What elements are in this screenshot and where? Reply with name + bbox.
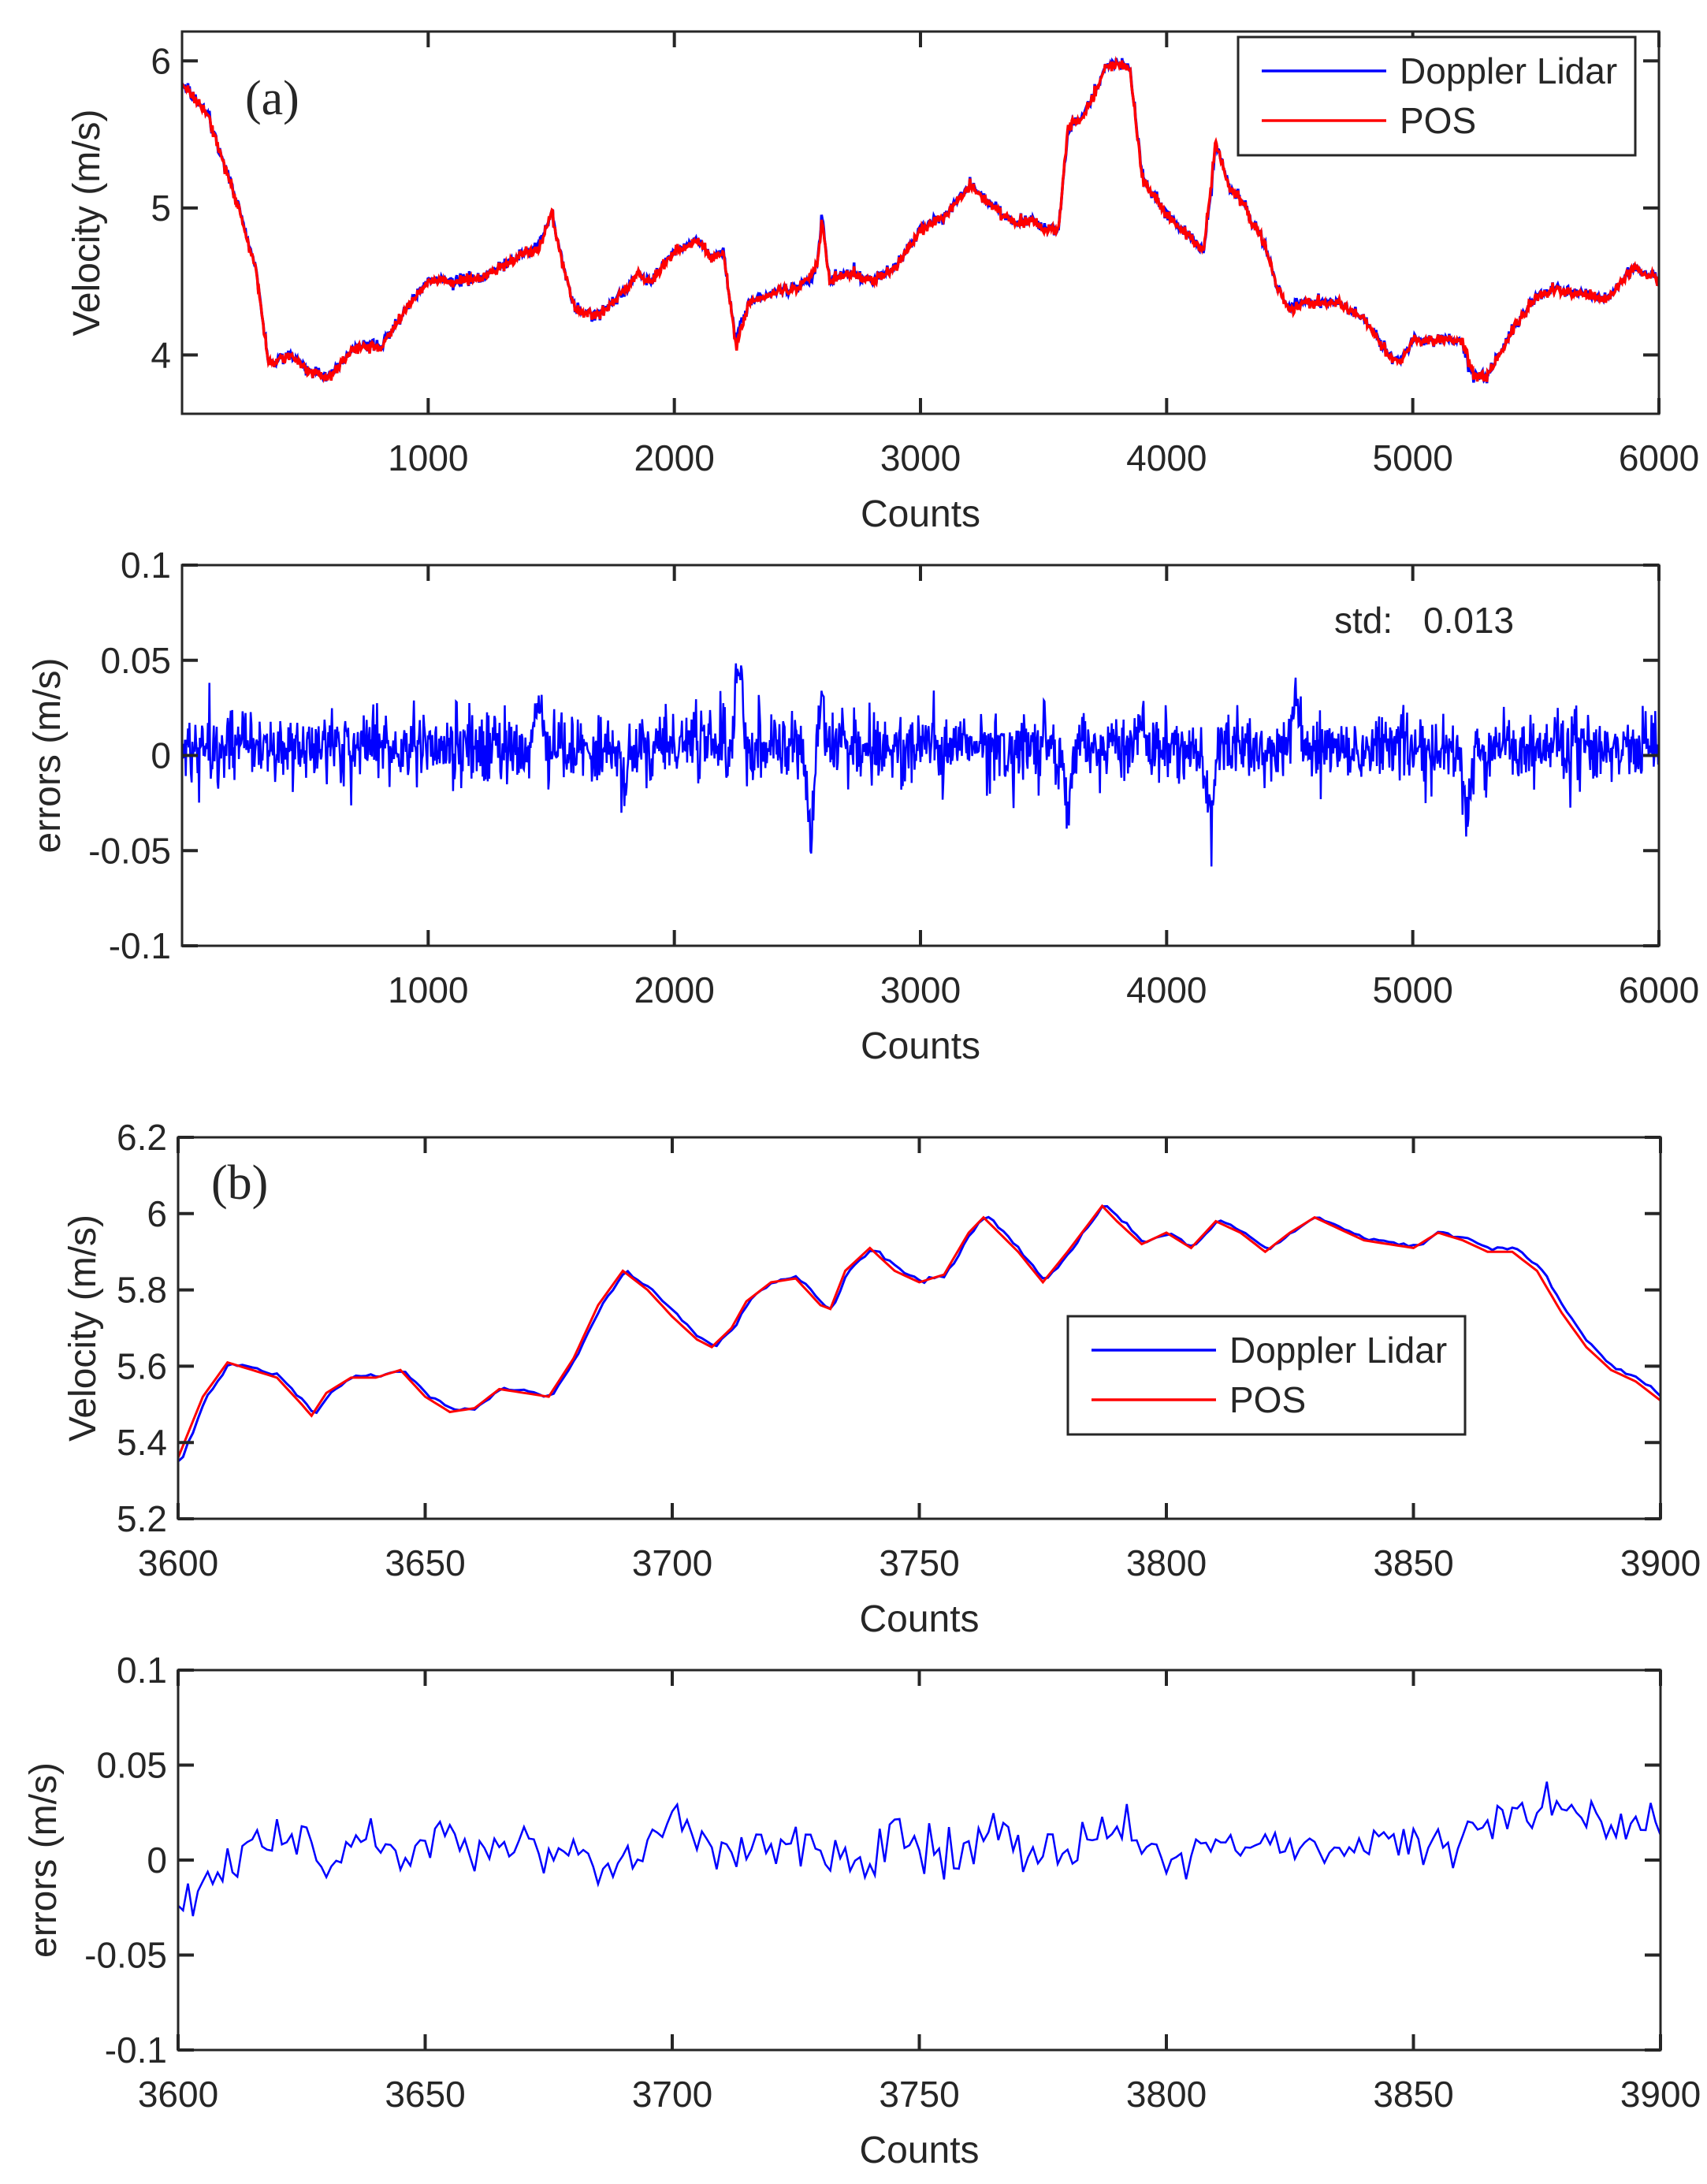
legend-label: Doppler Lidar	[1229, 1330, 1447, 1371]
x-tick-label: 3700	[632, 2074, 712, 2115]
x-tick-label: 4000	[1126, 969, 1207, 1010]
x-tick-label: 3750	[879, 2074, 959, 2115]
x-tick-label: 1000	[388, 969, 468, 1010]
series-line-pos	[182, 55, 1659, 384]
y-tick-label: -0.05	[84, 1935, 167, 1976]
x-tick-label: 3650	[385, 1542, 465, 1583]
x-tick-label: 1000	[388, 437, 468, 478]
x-tick-label: 3850	[1373, 2074, 1453, 2115]
x-tick-label: 3600	[138, 2074, 218, 2115]
y-tick-label: 6	[151, 40, 171, 81]
chart-a-velocity: 1000 2000 3000 4000 5000 6000 4 5 6 Counts Velocit…	[66, 30, 1699, 535]
series-line-pos	[178, 1204, 1661, 1459]
x-tick-label: 3750	[879, 1542, 959, 1583]
x-axis-label: Counts	[859, 2130, 979, 2171]
series-line-errors	[182, 663, 1659, 867]
y-tick-label: 0	[151, 735, 171, 776]
y-tick-label: 6	[147, 1193, 167, 1234]
y-tick-label: 5.6	[117, 1345, 167, 1386]
y-tick-label: 0	[147, 1840, 167, 1881]
y-tick-label: 0.05	[96, 1745, 167, 1786]
panel-label: (b)	[211, 1156, 268, 1210]
series-line-errors	[178, 1781, 1661, 1917]
y-tick-label: 4	[151, 334, 171, 375]
x-tick-label: 3900	[1620, 2074, 1701, 2115]
x-tick-label: 2000	[634, 437, 714, 478]
y-tick-label: 5.2	[117, 1498, 167, 1539]
panel-label: (a)	[245, 72, 299, 125]
y-tick-label: -0.05	[88, 830, 171, 871]
x-axis-label: Counts	[861, 1025, 980, 1067]
chart-b-errors: 3600 3650 3700 3750 3800 3850 3900 -0.1 -0.05 0 0.…	[23, 1650, 1701, 2171]
legend: Doppler Lidar POS	[1237, 35, 1637, 157]
axes-box	[177, 1669, 1662, 2052]
x-tick-label: 2000	[634, 969, 714, 1010]
x-tick-label: 3000	[880, 969, 961, 1010]
legend: Doppler Lidar POS	[1066, 1315, 1467, 1436]
x-tick-label: 5000	[1372, 437, 1452, 478]
std-annotation-value: 0.013	[1423, 600, 1514, 641]
x-tick-label: 6000	[1619, 437, 1699, 478]
plot-area	[182, 55, 1659, 384]
x-tick-label: 3900	[1620, 1542, 1701, 1583]
y-axis-label: Velocity (m/s)	[62, 1215, 104, 1442]
y-tick-label: 5.8	[117, 1270, 167, 1311]
x-axis-label: Counts	[861, 493, 980, 535]
y-tick-label: -0.1	[109, 925, 171, 966]
y-tick-label: 0.1	[121, 545, 171, 586]
plot-area	[178, 1781, 1661, 1917]
x-tick-label: 5000	[1372, 969, 1452, 1010]
std-annotation-label: std:	[1334, 600, 1393, 641]
x-tick-label: 6000	[1619, 969, 1699, 1010]
legend-box	[1066, 1315, 1467, 1436]
x-tick-label: 3650	[385, 2074, 465, 2115]
plot-area	[182, 663, 1659, 867]
x-axis-label: Counts	[859, 1598, 979, 1640]
y-tick-label: 0.1	[117, 1650, 167, 1691]
x-tick-label: 4000	[1126, 437, 1207, 478]
chart-b-velocity: 3600 3650 3700 3750 3800 3850 3900 5.2 5.4 5.6 5.8…	[62, 1117, 1701, 1640]
plot-area	[178, 1204, 1661, 1463]
x-tick-label: 3000	[880, 437, 961, 478]
chart-a-errors: 1000 2000 3000 4000 5000 6000 -0.1 -0.05 0 0.05 0.…	[27, 545, 1699, 1067]
y-axis-label: errors (m/s)	[27, 658, 69, 854]
y-tick-label: 5	[151, 188, 171, 229]
series-line-doppler-lidar	[178, 1204, 1661, 1463]
y-tick-label: -0.1	[105, 2030, 167, 2071]
y-tick-label: 6.2	[117, 1117, 167, 1158]
legend-label: Doppler Lidar	[1400, 50, 1617, 91]
y-axis-label: errors (m/s)	[23, 1762, 65, 1958]
y-tick-label: 5.4	[117, 1422, 167, 1463]
x-tick-label: 3850	[1373, 1542, 1453, 1583]
legend-box	[1237, 35, 1637, 157]
legend-label: POS	[1229, 1379, 1306, 1420]
x-tick-label: 3800	[1126, 2074, 1207, 2115]
legend-label: POS	[1400, 100, 1476, 141]
y-tick-label: 0.05	[100, 640, 171, 681]
x-tick-label: 3700	[632, 1542, 712, 1583]
x-tick-label: 3800	[1126, 1542, 1207, 1583]
x-tick-label: 3600	[138, 1542, 218, 1583]
y-axis-label: Velocity (m/s)	[66, 109, 108, 336]
